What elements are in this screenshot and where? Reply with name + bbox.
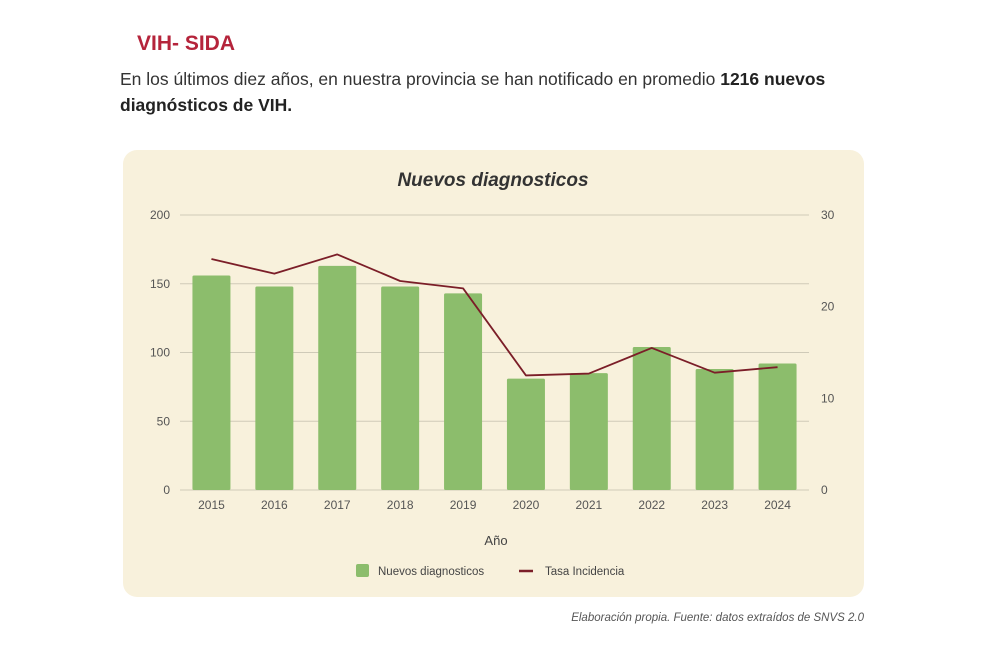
legend-label-bars: Nuevos diagnosticos	[378, 566, 484, 578]
legend: Nuevos diagnosticos Tasa Incidencia	[356, 564, 625, 578]
x-tick-label: 2019	[450, 498, 477, 512]
chart-title: Nuevos diagnosticos	[397, 170, 588, 191]
incidence-line	[211, 253, 778, 377]
x-tick-label: 2017	[324, 498, 351, 512]
y-tick-label: 150	[150, 277, 170, 291]
y-axis-right: 0 10 20 30	[821, 208, 835, 497]
legend-swatch-bars	[356, 564, 369, 577]
y2-tick-label: 20	[821, 300, 835, 314]
x-tick-label: 2021	[575, 498, 602, 512]
source-note: Elaboración propia. Fuente: datos extraí…	[571, 612, 864, 624]
x-tick-label: 2016	[261, 498, 288, 512]
chart-card: Nuevos diagnosticos 0 50 100 150 200 0 10 20 30…	[123, 150, 864, 597]
intro-text: En los últimos diez años, en nuestra pro…	[120, 66, 860, 118]
bar	[506, 378, 545, 490]
x-tick-label: 2020	[513, 498, 540, 512]
x-axis: 2015 2016 2017 2018 2019 2020 2021 2022 2023 2024	[198, 498, 791, 512]
bar	[381, 286, 420, 490]
page-title: VIH- SIDA	[137, 32, 236, 55]
x-tick-label: 2023	[701, 498, 728, 512]
y2-tick-label: 0	[821, 483, 828, 497]
intro-highlight: 1216 nuevos diagnósticos de VIH.	[120, 69, 826, 115]
bar-series	[192, 265, 797, 490]
bar	[569, 373, 608, 490]
y-tick-label: 200	[150, 208, 170, 222]
bar	[632, 347, 671, 490]
bar	[444, 293, 483, 490]
y2-tick-label: 10	[821, 391, 835, 405]
bar	[318, 265, 357, 490]
legend-label-line: Tasa Incidencia	[545, 566, 625, 578]
x-tick-label: 2015	[198, 498, 225, 512]
bar	[695, 369, 734, 490]
intro-prefix: En los últimos diez años, en nuestra pro…	[120, 69, 721, 89]
bar	[192, 275, 231, 490]
y-axis-left: 0 50 100 150 200	[150, 208, 170, 497]
x-tick-label: 2024	[764, 498, 791, 512]
y-tick-label: 100	[150, 346, 170, 360]
bar	[255, 286, 294, 490]
combo-chart: Nuevos diagnosticos 0 50 100 150 200 0 10 20 30…	[150, 170, 835, 578]
x-axis-label: Año	[484, 533, 507, 548]
x-tick-label: 2018	[387, 498, 414, 512]
y-tick-label: 50	[157, 414, 171, 428]
line-series	[211, 253, 778, 377]
bar	[758, 363, 797, 490]
y2-tick-label: 30	[821, 208, 835, 222]
y-tick-label: 0	[163, 483, 170, 497]
x-tick-label: 2022	[638, 498, 665, 512]
